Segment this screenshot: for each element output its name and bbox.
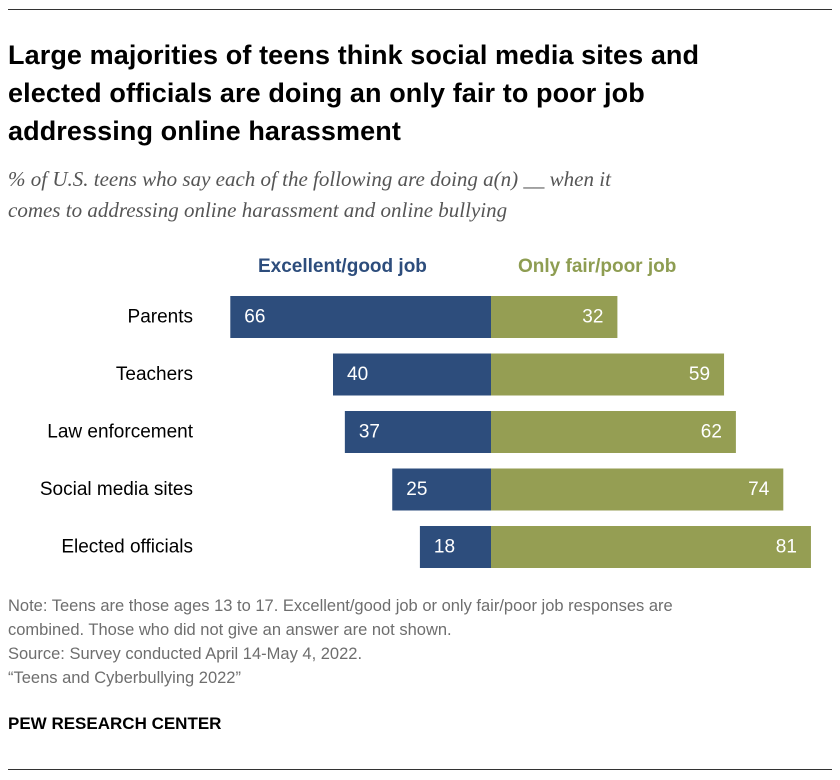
value-label-only-fair-poor-social-media-sites: 74 [748, 479, 770, 500]
chart-title: Large majorities of teens think social m… [8, 36, 828, 150]
bar-excellent-good-parents [230, 296, 492, 338]
subtitle-line-2: comes to addressing online harassment an… [8, 198, 508, 222]
value-label-only-fair-poor-law-enforcement: 62 [701, 422, 722, 443]
bottom-rule [8, 769, 832, 770]
value-label-only-fair-poor-parents: 32 [582, 307, 603, 328]
top-rule [8, 9, 832, 10]
value-label-excellent-good-elected-officials: 18 [434, 537, 455, 558]
source-line: Source: Survey conducted April 14-May 4,… [8, 645, 363, 663]
bar-excellent-good-social-media-sites [392, 468, 491, 511]
note-line-2: combined. Those who did not give an answ… [8, 621, 452, 639]
subtitle-line-1: % of U.S. teens who say each of the foll… [8, 167, 611, 191]
bar-only-fair-poor-law-enforcement [491, 411, 736, 453]
pew-research-center-logo-text: PEW RESEARCH CENTER [8, 714, 222, 733]
bar-excellent-good-elected-officials [419, 526, 491, 568]
bar-only-fair-poor-parents [491, 296, 618, 338]
value-label-excellent-good-social-media-sites: 25 [406, 479, 427, 500]
category-label-teachers: Teachers [116, 364, 193, 385]
bar-only-fair-poor-teachers [491, 353, 725, 396]
diverging-bar-chart: Parents 66 32 Teachers 40 59 Law enforcement 37… [40, 296, 811, 568]
title-line-3: addressing online harassment [8, 116, 401, 146]
value-label-excellent-good-parents: 66 [244, 307, 265, 328]
chart-subtitle: % of U.S. teens who say each of the foll… [8, 164, 828, 226]
value-label-only-fair-poor-teachers: 59 [689, 364, 710, 385]
bar-only-fair-poor-elected-officials [491, 526, 811, 568]
bar-only-fair-poor-social-media-sites [491, 468, 784, 511]
legend-excellent-good: Excellent/good job [258, 256, 427, 277]
report-title: “Teens and Cyberbullying 2022” [8, 669, 241, 687]
title-line-1: Large majorities of teens think social m… [8, 40, 700, 70]
note-line-1: Note: Teens are those ages 13 to 17. Exc… [8, 597, 673, 615]
legend-only-fair-poor: Only fair/poor job [518, 256, 677, 277]
value-label-excellent-good-teachers: 40 [347, 364, 368, 385]
title-line-2: elected officials are doing an only fair… [8, 78, 645, 108]
value-label-excellent-good-law-enforcement: 37 [359, 422, 380, 443]
category-label-elected-officials: Elected officials [61, 537, 193, 558]
chart-notes: Note: Teens are those ages 13 to 17. Exc… [8, 594, 838, 690]
category-label-law-enforcement: Law enforcement [47, 422, 193, 443]
value-label-only-fair-poor-elected-officials: 81 [776, 537, 797, 558]
category-label-social-media-sites: Social media sites [40, 479, 193, 500]
bar-excellent-good-law-enforcement [344, 411, 491, 453]
category-label-parents: Parents [128, 307, 193, 328]
bar-excellent-good-teachers [333, 353, 491, 396]
